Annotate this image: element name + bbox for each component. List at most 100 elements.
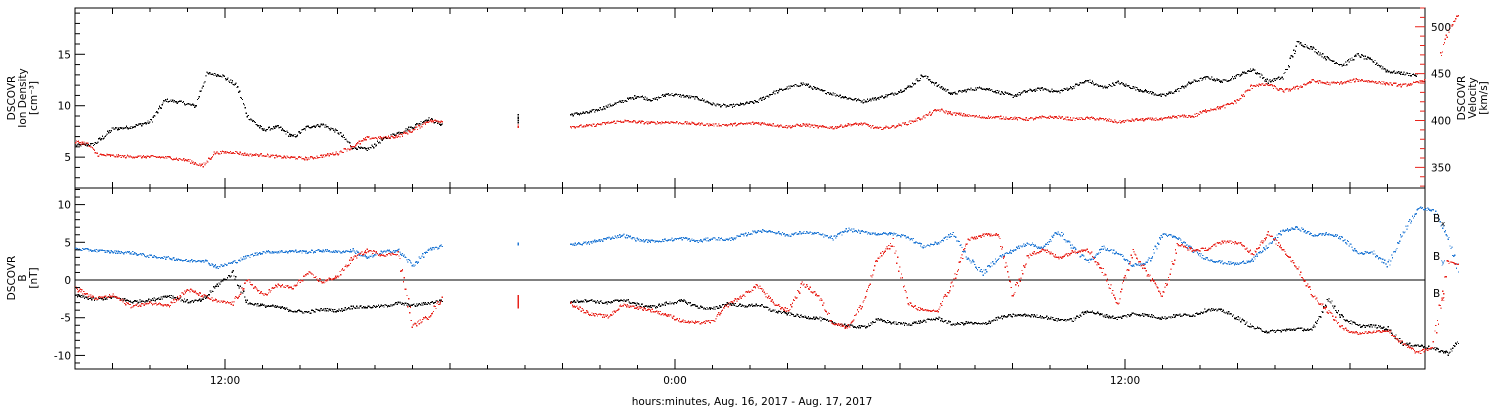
velocity-point [1234, 100, 1236, 102]
velocity-point [1303, 83, 1305, 85]
bx-point [1008, 314, 1010, 316]
ion-density-point [1286, 68, 1288, 71]
ion-density-point [1344, 64, 1346, 67]
ion-density-point [861, 100, 863, 102]
velocity-point [265, 155, 267, 157]
bx-point [1354, 323, 1357, 325]
by-point [778, 231, 780, 233]
ion-density-point [373, 147, 375, 149]
ion-density-point [996, 89, 998, 92]
velocity-point [1134, 119, 1136, 121]
ion-density-point [842, 96, 844, 98]
ion-density-point [172, 101, 175, 103]
velocity-point [681, 123, 683, 125]
ion-density-point [1252, 68, 1254, 70]
by-point [641, 240, 644, 242]
ion-density-point [581, 112, 583, 115]
velocity-point [1163, 117, 1165, 119]
bx-point [88, 297, 90, 300]
ion-density-point [145, 123, 147, 125]
ion-density-point [100, 139, 102, 141]
ion-density-point [634, 97, 637, 99]
velocity-point [1106, 120, 1108, 122]
bx-point [598, 302, 600, 304]
ion-density-point [375, 144, 378, 146]
bx-point [1025, 314, 1027, 316]
bx-point [1114, 317, 1116, 319]
by-point [892, 234, 894, 236]
velocity-point [341, 151, 343, 153]
bx-point [894, 323, 896, 325]
ion-density-point [368, 148, 370, 151]
by-point [894, 233, 896, 235]
bx-point [415, 305, 417, 307]
by-point [286, 251, 288, 253]
bx-point [876, 319, 878, 321]
bx-point [933, 318, 936, 321]
velocity-point [150, 155, 153, 157]
velocity-point [245, 154, 247, 156]
bx-point [1032, 316, 1035, 318]
bx-point [373, 304, 375, 307]
by-point [867, 232, 870, 234]
by-point [919, 245, 922, 247]
velocity-point [918, 117, 920, 119]
bx-point [129, 300, 131, 302]
ion-density-point [663, 95, 665, 98]
ion-density-point [971, 89, 973, 91]
ion-density-point [428, 117, 430, 119]
bx-point [371, 307, 373, 309]
bx-point [1377, 324, 1380, 327]
ion-density-point [426, 120, 428, 122]
bx-point [326, 307, 329, 310]
bx-point [167, 295, 170, 298]
velocity-point [1169, 116, 1171, 118]
ion-density-point [308, 126, 310, 129]
by-point [587, 242, 589, 244]
bx-point [1141, 314, 1143, 317]
velocity-point [212, 154, 215, 156]
velocity-point [591, 125, 593, 127]
velocity-point [968, 113, 970, 116]
ion-density-point [1175, 90, 1177, 92]
ion-density-point [1100, 85, 1102, 88]
bx-point [905, 322, 907, 325]
bx-point [710, 307, 712, 309]
ion-density-point [249, 119, 251, 121]
velocity-point [163, 157, 165, 159]
velocity-point [716, 125, 718, 127]
ion-density-point [761, 97, 764, 99]
velocity-point [80, 143, 82, 145]
ion-density-point [1144, 90, 1146, 92]
velocity-point [572, 125, 574, 128]
ion-density-point [1039, 88, 1041, 90]
by-point [660, 241, 662, 243]
velocity-point [619, 120, 622, 122]
bx-point [1149, 315, 1151, 318]
velocity-point [197, 164, 199, 166]
ion-density-point [777, 92, 779, 94]
bx-point [729, 303, 731, 305]
ion-density-point [1047, 89, 1050, 91]
velocity-point [1450, 24, 1452, 26]
ion-density-point [1008, 93, 1010, 96]
velocity-point [750, 123, 752, 125]
velocity-point [741, 122, 743, 125]
by-point [75, 247, 77, 249]
ion-density-point [1410, 75, 1412, 77]
ion-density-point [1070, 86, 1072, 89]
velocity-point [839, 125, 841, 127]
bx-point [141, 300, 143, 302]
velocity-point [403, 131, 405, 133]
bx-point [1131, 312, 1133, 314]
bx-point [99, 297, 101, 300]
bx-point [186, 299, 188, 301]
bx-point [816, 317, 818, 319]
velocity-point [1373, 81, 1375, 83]
bx-point [422, 304, 424, 306]
bx-point [130, 301, 132, 304]
ion-density-point [636, 96, 638, 98]
by-point [259, 253, 262, 255]
ion-density-point [1122, 83, 1125, 85]
velocity-point [1371, 80, 1373, 82]
